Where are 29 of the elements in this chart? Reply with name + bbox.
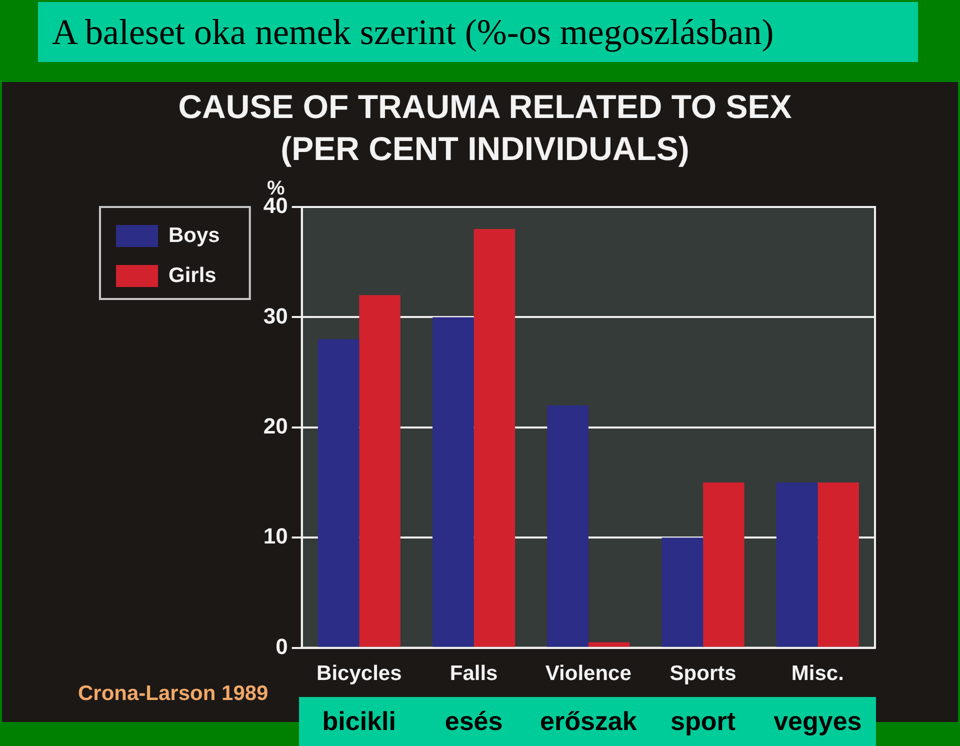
text: vegyes: [774, 706, 862, 737]
x-tick-label: Falls: [450, 662, 498, 686]
y-tick-label: 20: [263, 413, 288, 438]
legend-label: Boys: [168, 224, 220, 247]
x-tick-label: Misc.: [791, 662, 844, 686]
bar: [776, 482, 818, 647]
text: esés: [444, 706, 503, 737]
chart-subtitle: CAUSE OF TRAUMA RELATED TO SEX (PER CENT INDIVIDUALS): [177, 87, 793, 169]
bar: [662, 538, 704, 647]
text: bicikli: [322, 706, 396, 737]
x-tick-label: Sports: [670, 662, 736, 686]
bar: [818, 482, 859, 647]
bar: [359, 295, 400, 647]
bar: [547, 405, 588, 647]
bar: [318, 339, 360, 647]
x-tick-label: Violence: [545, 662, 632, 686]
text: sport: [670, 706, 736, 737]
bar: [432, 317, 474, 647]
y-tick-label: 10: [263, 524, 288, 549]
text: erőszak: [540, 706, 637, 737]
chart-title: A baleset oka nemek szerint (%-os megoszlásban): [38, 2, 918, 62]
y-tick-label: 0: [276, 634, 288, 659]
bar: [703, 482, 744, 647]
y-tick-label: 30: [263, 303, 288, 328]
legend-label: Girls: [168, 264, 216, 287]
bar: [474, 229, 516, 647]
bar: [588, 642, 630, 647]
text: Crona-Larson 1989: [78, 682, 268, 706]
x-tick-label: Bicycles: [316, 662, 402, 686]
